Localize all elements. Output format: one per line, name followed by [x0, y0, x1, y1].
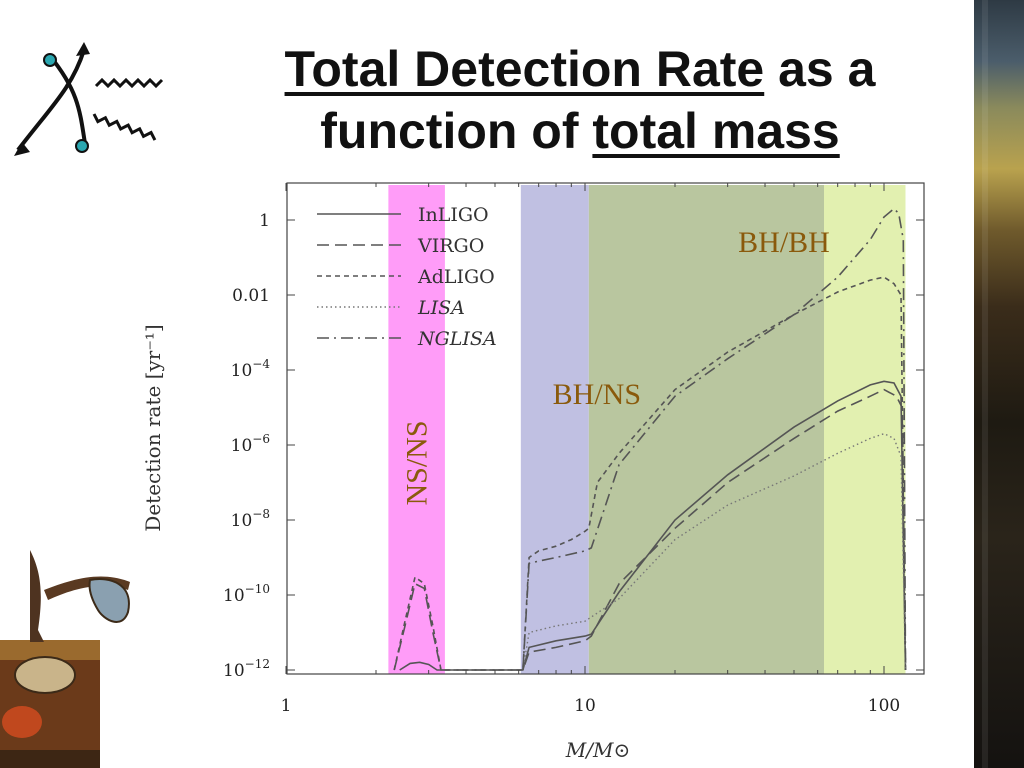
title-part-4: total mass	[592, 103, 840, 159]
arrowhead-2	[14, 142, 30, 156]
title-part-2: as a	[764, 41, 876, 97]
legend-label-adligo: AdLIGO	[417, 266, 495, 288]
detection-rate-chart: 1 10 100 1 0.01 10−4 10−6 10−8 10−10 10−12 InLIGO…	[141, 182, 925, 762]
series-line-virgo	[393, 388, 907, 671]
title-part-3: function of	[320, 103, 593, 159]
x-axis-title: M/M⊙	[565, 738, 630, 762]
title-part-1: Total Detection Rate	[284, 41, 765, 97]
y-tick-label: 10−6	[231, 432, 270, 456]
region-band-bh-bh	[588, 185, 825, 674]
vertex-dot-1	[43, 53, 57, 67]
y-tick-label: 0.01	[232, 286, 270, 306]
decorative-painting-strip	[974, 0, 1024, 768]
x-tick-label: 100	[868, 696, 900, 716]
legend-label-lisa: LISA	[417, 297, 465, 319]
chart-legend: InLIGO VIRGO AdLIGO LISA NGLISA	[317, 204, 497, 350]
region-label-bh-bh: BH/BH	[738, 226, 830, 259]
region-band-edge-3	[824, 185, 906, 674]
y-axis-title: Detection rate [yr⁻¹]	[141, 324, 165, 531]
slide-title: Total Detection Rate as a function of tot…	[200, 38, 960, 162]
y-tick-label: 1	[259, 211, 270, 231]
fermion-line-2	[16, 49, 86, 152]
region-label-ns-ns: NS/NS	[401, 420, 434, 505]
fermion-line-1	[48, 54, 88, 151]
series-line-adligo	[393, 276, 907, 671]
x-tick-label: 10	[574, 696, 596, 716]
plot-frame	[286, 182, 925, 675]
legend-label-nglisa: NGLISA	[417, 328, 497, 350]
y-tick-label: 10−4	[231, 357, 271, 381]
arrowhead-1	[76, 42, 90, 56]
y-tick-label: 10−8	[231, 507, 270, 531]
series-line-lisa	[522, 432, 907, 671]
decorative-painting-image	[0, 550, 130, 768]
y-tick-label: 10−10	[223, 582, 270, 606]
region-label-bh-ns: BH/NS	[553, 378, 641, 411]
wavy-line-1	[94, 77, 164, 89]
vertex-dot-2	[75, 139, 89, 153]
x-tick-label: 1	[281, 696, 292, 716]
series-line-nglisa	[522, 207, 907, 671]
region-band-bh-ns	[520, 185, 589, 674]
series-line-inligo	[399, 380, 907, 671]
legend-label-virgo: VIRGO	[417, 235, 484, 257]
feynman-diagram-icon	[14, 42, 164, 156]
legend-label-inligo: InLIGO	[418, 204, 489, 226]
wavy-line-2	[92, 113, 157, 141]
y-tick-label: 10−12	[223, 657, 270, 681]
region-band-ns-ns	[388, 185, 445, 674]
